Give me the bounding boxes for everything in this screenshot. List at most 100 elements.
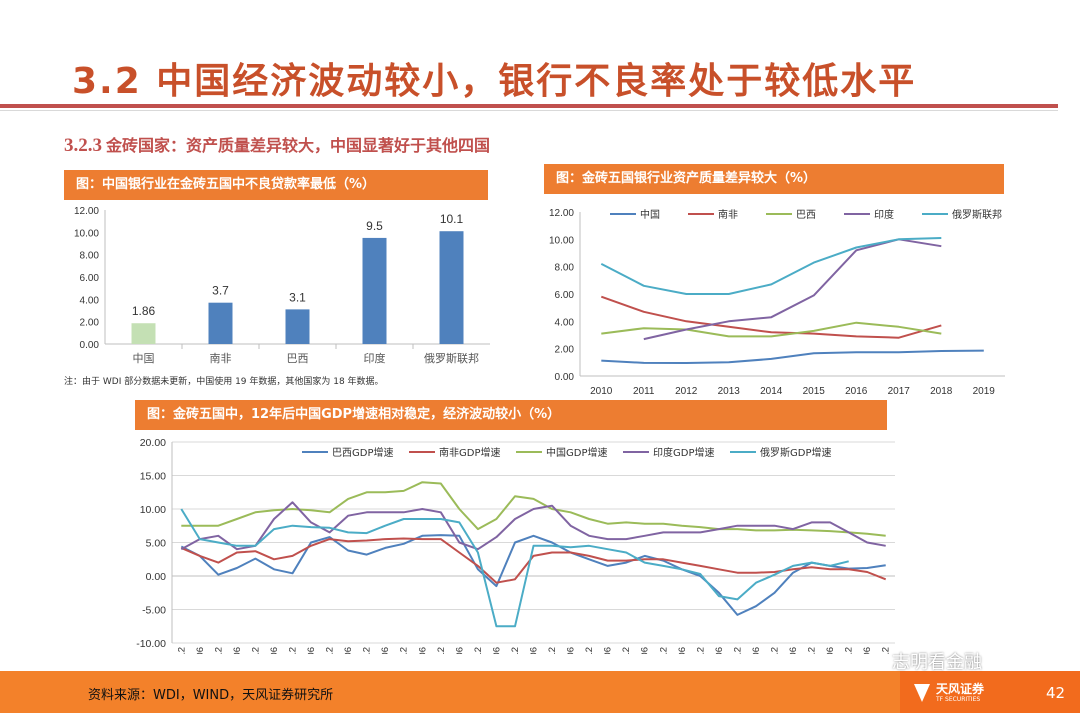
- legend-label: 巴西GDP增速: [332, 446, 393, 459]
- x-tick-label: 2010: [590, 386, 613, 397]
- x-tick-label: 中国: [133, 352, 155, 365]
- x-tick-label: 2000-12: [176, 647, 187, 654]
- y-tick-label: 2.00: [80, 318, 100, 329]
- x-tick-label: 2012: [675, 386, 698, 397]
- y-tick-label: 10.00: [140, 504, 166, 516]
- legend-label: 中国GDP增速: [546, 446, 607, 459]
- x-tick-label: 2019-12: [881, 647, 892, 654]
- x-tick-label: 2012-12: [621, 647, 632, 654]
- bar-4: [439, 231, 464, 344]
- y-tick-label: 6.00: [555, 290, 575, 301]
- y-tick-label: 15.00: [140, 471, 166, 483]
- bar-value-label: 3.1: [289, 290, 306, 304]
- x-tick-label: 2019: [973, 386, 996, 397]
- y-tick-label: 2.00: [555, 345, 575, 356]
- x-tick-label: 2001-12: [213, 647, 224, 654]
- x-tick-label: 2007-12: [436, 647, 447, 654]
- series-line-0: [180, 534, 886, 616]
- x-tick-label: 2011-12: [584, 647, 595, 654]
- x-tick-label: 2017-12: [807, 647, 818, 654]
- x-tick-label: 印度: [364, 351, 386, 365]
- legend-label: 中国: [640, 208, 660, 221]
- title-divider-thin: [0, 110, 1058, 111]
- x-tick-label: 2005-12: [362, 647, 373, 654]
- y-tick-label: 0.00: [555, 372, 575, 383]
- company-logo: 天风证券 TF SECURITIES: [912, 678, 1002, 708]
- line-chart-title: 图：金砖五国银行业资产质量差异较大（%）: [544, 164, 1004, 194]
- y-tick-label: 6.00: [80, 273, 100, 284]
- x-tick-label: 2017: [888, 386, 911, 397]
- y-tick-label: 5.00: [146, 538, 167, 550]
- bar-value-label: 9.5: [366, 219, 383, 233]
- source-text: 资料来源：WDI，WIND，天风证券研究所: [88, 688, 334, 703]
- x-tick-label: 2001-06: [195, 647, 206, 654]
- y-tick-label: 8.00: [80, 251, 100, 262]
- series-line-3: [643, 238, 942, 341]
- x-tick-label: 2015: [803, 386, 826, 397]
- series-line-1: [180, 537, 887, 584]
- x-tick-label: 2003-06: [269, 647, 280, 654]
- x-tick-label: 2003-12: [288, 647, 299, 654]
- x-tick-label: 南非: [210, 352, 232, 365]
- gdp-chart-title: 图：金砖五国中，12年后中国GDP增速相对稳定，经济波动较小（%）: [135, 400, 887, 430]
- x-tick-label: 2004-12: [325, 647, 336, 654]
- bar-3: [362, 237, 387, 344]
- footer-band-accent: [900, 671, 1080, 713]
- x-tick-label: 2011-06: [566, 647, 577, 654]
- y-tick-label: 12.00: [74, 206, 99, 217]
- y-tick-label: 10.00: [549, 235, 574, 246]
- series-line-3: [180, 501, 886, 551]
- x-tick-label: 2009-06: [491, 647, 502, 654]
- bar-value-label: 1.86: [132, 304, 156, 318]
- x-tick-label: 2016-12: [770, 647, 781, 654]
- y-tick-label: 10.00: [74, 228, 99, 239]
- x-tick-label: 2017-06: [788, 647, 799, 654]
- bar-chart-title: 图：中国银行业在金砖五国中不良贷款率最低（%）: [64, 170, 488, 200]
- section-subtitle: 3.2.3 金砖国家：资产质量差异较大，中国显著好于其他四国: [64, 132, 490, 157]
- x-tick-label: 2018-06: [825, 647, 836, 654]
- series-line-2: [601, 321, 942, 338]
- x-tick-label: 2006-06: [380, 647, 391, 654]
- title-divider: [0, 104, 1058, 108]
- series-line-4: [600, 237, 942, 295]
- x-tick-label: 2011: [633, 386, 655, 397]
- bar-0: [131, 323, 156, 344]
- x-tick-label: 2018: [930, 386, 953, 397]
- y-tick-label: 8.00: [555, 263, 575, 274]
- x-tick-label: 2005-06: [343, 647, 354, 654]
- x-tick-label: 2019-06: [862, 647, 873, 654]
- bar-value-label: 3.7: [212, 284, 229, 298]
- bar-2: [285, 309, 310, 344]
- legend-label: 俄罗斯联邦: [952, 208, 1002, 221]
- y-tick-label: 0.00: [80, 340, 100, 351]
- y-tick-label: 4.00: [555, 317, 575, 328]
- legend-label: 南非: [718, 208, 738, 221]
- y-tick-label: 12.00: [549, 208, 574, 219]
- x-tick-label: 2016: [845, 386, 868, 397]
- legend-label: 印度: [874, 208, 894, 221]
- x-tick-label: 2004-06: [306, 647, 317, 654]
- x-tick-label: 2015-12: [732, 647, 743, 654]
- x-tick-label: 2008-12: [473, 647, 484, 654]
- x-tick-label: 2014-12: [695, 647, 706, 654]
- subtitle-text: 金砖国家：资产质量差异较大，中国显著好于其他四国: [106, 136, 491, 155]
- legend-label: 俄罗斯GDP增速: [760, 446, 831, 459]
- logo-text: 天风证券: [936, 682, 985, 696]
- y-tick-label: 4.00: [80, 295, 100, 306]
- watermark: 志明看金融: [892, 652, 982, 673]
- x-tick-label: 2006-12: [399, 647, 410, 654]
- bar-value-label: 10.1: [440, 212, 464, 226]
- x-tick-label: 2014: [760, 386, 783, 397]
- npl-line-chart: 0.00 2.00 4.00 6.00 8.00 10.00 12.00 2010 2011 20…: [549, 208, 1005, 397]
- x-tick-label: 2007-06: [417, 647, 428, 654]
- legend-label: 巴西: [796, 209, 816, 221]
- x-tick-label: 2013: [718, 386, 741, 397]
- logo-mark-icon: [914, 684, 930, 702]
- x-tick-label: 2014-06: [677, 647, 688, 654]
- series-line-4: [180, 508, 849, 628]
- series-line-0: [601, 349, 984, 364]
- subtitle-number: 3.2.3: [64, 135, 102, 156]
- x-tick-label: 2015-06: [714, 647, 725, 654]
- y-tick-label: -5.00: [142, 605, 166, 617]
- wechat-icon: [862, 653, 887, 671]
